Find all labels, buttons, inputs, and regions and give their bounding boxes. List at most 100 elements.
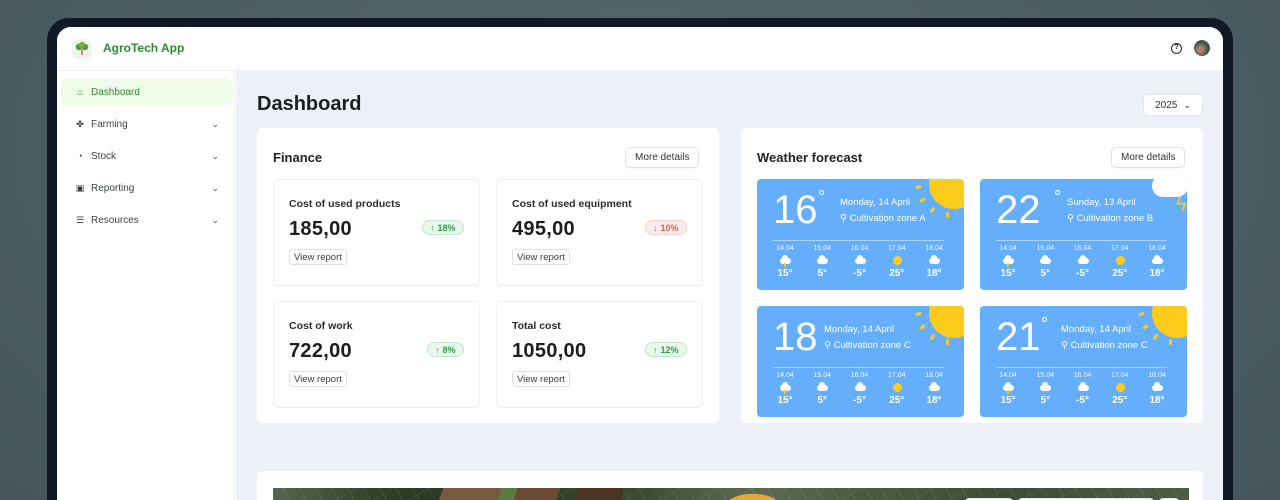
partly-cloudy-icon	[927, 255, 941, 267]
app-window: AgroTech App ? ⌂ Dashboard ✤ Farming ⌄ ◔…	[57, 27, 1223, 500]
sidebar-item-label: Resources	[91, 214, 139, 226]
view-report-button[interactable]: View report	[512, 371, 570, 387]
plant-icon: ✤	[76, 119, 84, 129]
stock-icon: ◔	[77, 151, 83, 161]
arrow-down-icon: ↓	[653, 222, 658, 233]
sidebar-item-label: Reporting	[91, 182, 135, 194]
location-pin-icon: ⚲	[840, 213, 847, 224]
tree-icon	[72, 39, 92, 59]
main-content: Dashboard 2025 ⌄ Finance More details Co…	[236, 71, 1223, 500]
satellite-map[interactable]: Select New cultivation zone ··· ⛶	[273, 488, 1189, 500]
sidebar-item-resources[interactable]: ☰ Resources ⌄	[61, 207, 233, 233]
change-badge: ↑ 8%	[427, 342, 464, 357]
daily-forecast: 14.04 15° 15.04 5° 16.04 -5° 17.04 25° 18.04…	[776, 245, 943, 279]
cloud-icon	[1038, 382, 1052, 394]
year-select[interactable]: 2025 ⌄	[1143, 94, 1203, 116]
home-icon: ⌂	[77, 87, 83, 97]
location-pin-icon: ⚲	[1067, 213, 1074, 224]
finance-panel: Finance More details Cost of used produc…	[257, 128, 719, 423]
card-label: Total cost	[512, 320, 561, 332]
forecast-date: Sunday, 13 April	[1067, 197, 1136, 208]
sidebar-item-dashboard[interactable]: ⌂ Dashboard	[61, 79, 233, 105]
rain-cloud-icon	[1001, 255, 1015, 267]
zone-label: ⚲ Cultivation zone C	[824, 340, 911, 351]
chevron-down-icon: ⌄	[211, 214, 219, 225]
view-report-button[interactable]: View report	[512, 249, 570, 265]
arrow-up-icon: ↑	[435, 344, 440, 355]
partly-cloudy-icon	[927, 382, 941, 394]
zone-label: ⚲ Cultivation zone C	[1061, 340, 1148, 351]
current-temperature: 22	[996, 188, 1041, 232]
sun-icon	[890, 382, 904, 394]
weather-card-zone-b[interactable]: ϟ 22 ° Sunday, 13 April ⚲ Cultivation zo…	[980, 179, 1187, 290]
card-value: 495,00	[512, 218, 575, 240]
question-circle-icon[interactable]: ?	[1171, 43, 1182, 54]
sidebar-item-reporting[interactable]: ▣ Reporting ⌄	[61, 175, 233, 201]
finance-title: Finance	[273, 150, 323, 165]
chevron-down-icon: ⌄	[211, 182, 219, 193]
partly-cloudy-icon	[1150, 382, 1164, 394]
sun-icon	[929, 179, 964, 209]
location-pin-icon: ⚲	[1061, 340, 1068, 351]
finance-more-details-button[interactable]: More details	[625, 147, 700, 168]
card-value: 722,00	[289, 340, 352, 362]
cloud-wind-icon	[853, 255, 867, 267]
cloud-icon	[815, 382, 829, 394]
card-label: Cost of work	[289, 320, 353, 332]
sidebar-item-label: Farming	[91, 118, 128, 130]
cloud-icon	[815, 255, 829, 267]
sun-icon	[890, 255, 904, 267]
list-icon: ☰	[75, 215, 85, 225]
finance-card-equipment: Cost of used equipment 495,00 ↓ 10% View …	[496, 179, 703, 286]
app-title: AgroTech App	[103, 41, 185, 55]
finance-card-work: Cost of work 722,00 ↑ 8% View report	[273, 301, 480, 408]
top-bar: AgroTech App ?	[57, 27, 1223, 71]
weather-panel: Weather forecast More details 16 ° Monda…	[741, 128, 1203, 423]
card-label: Cost of used products	[289, 198, 401, 210]
weather-title: Weather forecast	[757, 150, 863, 165]
cloud-wind-icon	[1076, 382, 1090, 394]
weather-card-zone-c[interactable]: 18 Monday, 14 April ⚲ Cultivation zone C…	[757, 306, 964, 417]
arrow-up-icon: ↑	[430, 222, 435, 233]
sidebar-item-stock[interactable]: ◔ Stock ⌄	[61, 143, 233, 169]
finance-card-total: Total cost 1050,00 ↑ 12% View report	[496, 301, 703, 408]
view-report-button[interactable]: View report	[289, 249, 347, 265]
daily-forecast: 14.04 15° 15.04 5° 16.04 -5° 17.04 25° 18.04…	[776, 372, 943, 406]
daily-forecast: 14.04 15° 15.04 5° 16.04 -5° 17.04 25° 18.04…	[999, 372, 1166, 406]
forecast-date: Monday, 14 April	[1061, 324, 1132, 335]
change-badge: ↑ 12%	[645, 342, 687, 357]
location-pin-icon: ⚲	[824, 340, 831, 351]
weather-card-zone-a[interactable]: 16 ° Monday, 14 April ⚲ Cultivation zone…	[757, 179, 964, 290]
current-temperature: 16	[773, 188, 818, 232]
sidebar-item-label: Dashboard	[91, 86, 140, 98]
finance-card-products: Cost of used products 185,00 ↑ 18% View r…	[273, 179, 480, 286]
rain-cloud-icon	[778, 255, 792, 267]
card-value: 185,00	[289, 218, 352, 240]
sidebar: ⌂ Dashboard ✤ Farming ⌄ ◔ Stock ⌄ ▣ Repo…	[57, 71, 235, 500]
current-temperature: 21	[996, 315, 1041, 359]
partly-cloudy-icon	[1150, 255, 1164, 267]
chevron-down-icon: ⌄	[1183, 99, 1191, 110]
forecast-date: Monday, 14 April	[840, 197, 911, 208]
sidebar-item-farming[interactable]: ✤ Farming ⌄	[61, 111, 233, 137]
chevron-down-icon: ⌄	[211, 118, 219, 129]
year-value: 2025	[1155, 99, 1178, 111]
cloud-icon	[1038, 255, 1052, 267]
view-report-button[interactable]: View report	[289, 371, 347, 387]
card-value: 1050,00	[512, 340, 587, 362]
zone-label: ⚲ Cultivation zone B	[1067, 213, 1154, 224]
weather-more-details-button[interactable]: More details	[1111, 147, 1186, 168]
page-title: Dashboard	[257, 93, 362, 115]
weather-card-zone-c-2[interactable]: 21 ° Monday, 14 April ⚲ Cultivation zone…	[980, 306, 1187, 417]
card-label: Cost of used equipment	[512, 198, 632, 210]
storm-icon	[1152, 179, 1187, 197]
daily-forecast: 14.04 15° 15.04 5° 16.04 -5° 17.04 25° 18.04…	[999, 245, 1166, 279]
cloud-wind-icon	[1076, 255, 1090, 267]
zone-label: ⚲ Cultivation zone A	[840, 213, 926, 224]
user-avatar[interactable]	[1194, 40, 1210, 56]
map-panel: Select New cultivation zone ··· ⛶	[257, 471, 1203, 500]
report-icon: ▣	[75, 183, 85, 193]
rain-cloud-icon	[778, 382, 792, 394]
change-badge: ↓ 10%	[645, 220, 687, 235]
sun-icon	[1113, 382, 1127, 394]
